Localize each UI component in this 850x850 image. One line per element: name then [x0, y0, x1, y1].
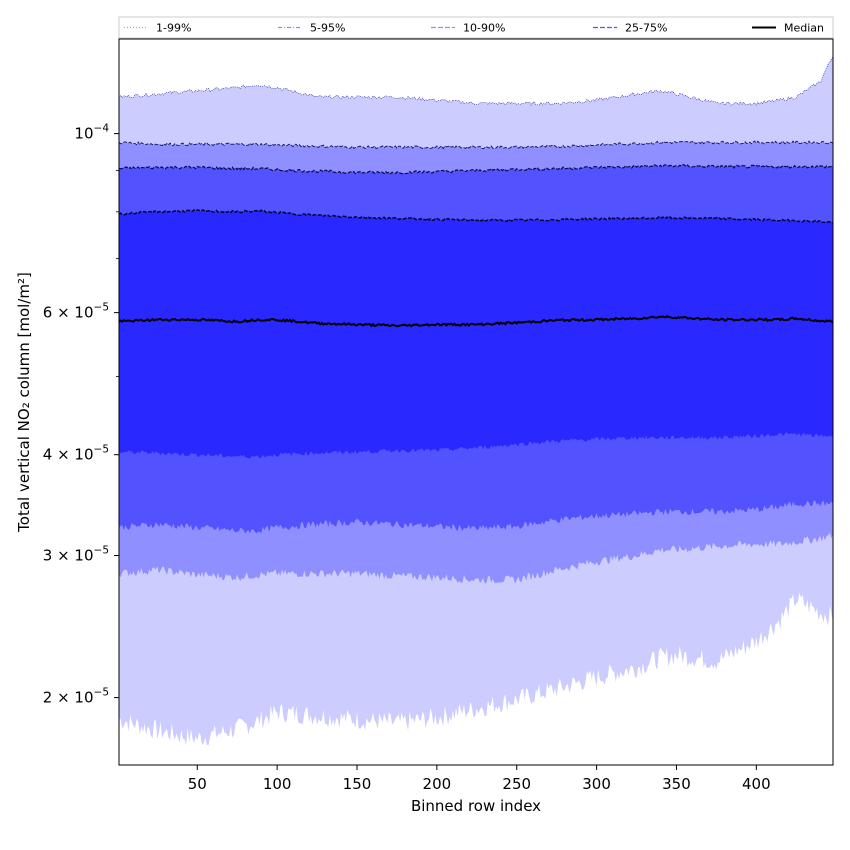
- legend-label: 10-90%: [463, 22, 505, 35]
- x-tick-label: 250: [502, 775, 531, 793]
- x-axis-title: Binned row index: [411, 797, 541, 815]
- plot-frame: [118, 38, 834, 766]
- legend-label: 5-95%: [310, 22, 345, 35]
- band-upper-line-25-75%: [119, 209, 833, 224]
- x-tick-label: 150: [343, 775, 372, 793]
- legend-frame: [118, 16, 834, 39]
- median-line: [119, 314, 833, 328]
- x-tick-label: 50: [188, 775, 207, 793]
- x-tick-label: 100: [263, 775, 292, 793]
- x-tick-label: 300: [582, 775, 611, 793]
- y-tick-label: 10−4: [74, 123, 109, 143]
- band-25-75%: [119, 209, 833, 459]
- y-tick-label: 2 × 10−5: [43, 687, 109, 707]
- band-upper-line-1-99%: [119, 56, 833, 106]
- x-axis: 50 100 150 200 250 300 350 400: [188, 765, 771, 793]
- x-tick-label: 400: [742, 775, 771, 793]
- legend: 1-99% 5-95% 10-90% 25-75% Median: [118, 16, 834, 39]
- bands-layer: [119, 56, 833, 746]
- y-axis-title: Total vertical NO₂ column [mol/m²]: [15, 272, 33, 533]
- legend-label: Median: [784, 22, 824, 35]
- x-tick-label: 200: [423, 775, 452, 793]
- y-tick-label: 6 × 10−5: [43, 302, 109, 322]
- y-tick-label: 3 × 10−5: [43, 545, 109, 565]
- band-upper-line-5-95%: [119, 140, 833, 150]
- y-tick-label: 4 × 10−5: [43, 444, 109, 464]
- median-layer: [119, 314, 833, 328]
- x-tick-label: 350: [662, 775, 691, 793]
- legend-label: 1-99%: [156, 22, 191, 35]
- legend-label: 25-75%: [625, 22, 667, 35]
- band-upper-line-10-90%: [119, 164, 833, 175]
- y-axis: 2 × 10−5 3 × 10−5 4 × 10−5 6 × 10−5 10−4: [43, 123, 119, 707]
